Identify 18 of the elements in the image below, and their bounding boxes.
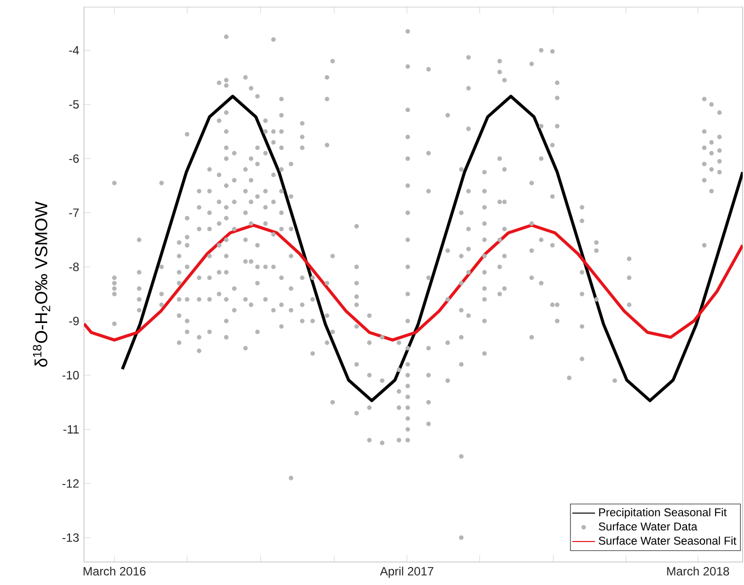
y-tick-label: -9 [69, 316, 79, 326]
y-tick-label: -5 [69, 100, 79, 109]
y-tick-label: -4 [69, 46, 79, 54]
legend-label: Surface Water Data [598, 522, 698, 531]
y-tick-label: -11 [63, 425, 79, 434]
y-axis-title: δ$^{18}$O-H$_{2}$O‰ VSMOW [32, 202, 50, 367]
x-tick-label: March 2016 [84, 566, 146, 576]
line-series [120, 94, 743, 402]
x-tick-label: March 2018 [667, 566, 730, 576]
legend-label: Surface Water Seasonal Fit [598, 536, 736, 545]
y-tick-label: -12 [62, 479, 79, 488]
y-tick-label: -6 [69, 154, 79, 163]
y-tick-label: -8 [69, 262, 79, 272]
y-tick-label: -10 [62, 370, 79, 380]
legend-label: Precipitation Seasonal Fit [599, 508, 727, 519]
y-tick-label: -7 [69, 208, 79, 217]
x-tick-label: April 2017 [380, 566, 434, 578]
y-tick-label: -13 [62, 533, 79, 542]
